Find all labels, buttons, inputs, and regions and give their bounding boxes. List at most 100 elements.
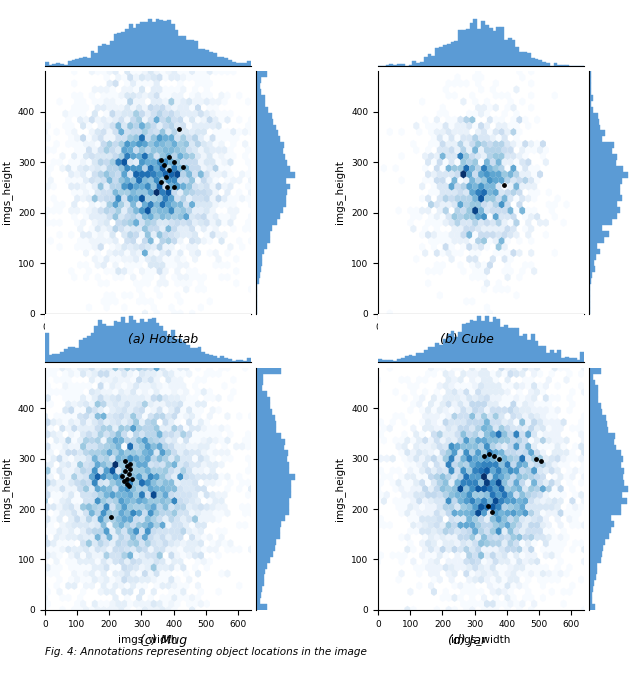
Point [106, 511, 116, 522]
Bar [589, 296, 590, 301]
Bar [144, 22, 148, 66]
Bar [256, 278, 259, 284]
Bar [125, 29, 129, 66]
Bar [256, 480, 291, 486]
Bar [209, 355, 213, 362]
Bar [256, 379, 263, 386]
Point [118, 476, 129, 487]
Bar [220, 356, 224, 362]
Bar [454, 337, 458, 362]
Bar [589, 456, 623, 462]
Bar [106, 325, 109, 362]
Point [124, 481, 134, 492]
Bar [239, 63, 243, 66]
Bar [589, 368, 601, 373]
Bar [589, 249, 600, 254]
Bar [256, 445, 284, 451]
Bar [412, 61, 416, 66]
Bar [589, 539, 605, 545]
Bar [228, 359, 232, 362]
Bar [256, 130, 278, 136]
Bar [546, 353, 550, 362]
Bar [148, 319, 152, 362]
Text: (a) Hotstab: (a) Hotstab [128, 333, 198, 345]
Bar [401, 358, 404, 362]
Bar [589, 260, 594, 266]
Bar [420, 353, 424, 362]
Bar [589, 308, 590, 314]
Bar [256, 415, 275, 421]
Bar [117, 322, 121, 362]
Bar [256, 296, 257, 301]
Bar [519, 52, 523, 66]
Bar [190, 347, 194, 362]
Bar [256, 427, 276, 433]
Bar [589, 503, 621, 510]
Bar [247, 358, 251, 362]
Bar [589, 184, 620, 190]
Bar [589, 71, 591, 77]
Bar [256, 468, 289, 474]
Bar [508, 38, 511, 66]
Bar [589, 254, 596, 260]
Bar [474, 321, 477, 362]
Bar [589, 379, 595, 386]
Point [117, 471, 127, 482]
Bar [458, 29, 462, 66]
Bar [159, 326, 163, 362]
Bar [256, 551, 273, 557]
Text: (c) Mug: (c) Mug [140, 634, 187, 647]
Bar [76, 59, 79, 66]
Bar [412, 356, 416, 362]
Point [479, 451, 490, 462]
Bar [256, 403, 270, 409]
Bar [589, 498, 627, 503]
Bar [589, 480, 624, 486]
Bar [477, 316, 481, 362]
Bar [182, 342, 186, 362]
Bar [256, 368, 282, 373]
Bar [129, 24, 132, 66]
Bar [504, 40, 508, 66]
Bar [481, 321, 485, 362]
Bar [416, 353, 420, 362]
Y-axis label: imgs_height: imgs_height [335, 160, 346, 225]
Bar [386, 360, 390, 362]
Bar [256, 266, 261, 272]
Bar [256, 586, 262, 593]
Bar [390, 64, 393, 66]
Bar [152, 319, 156, 362]
Point [156, 177, 166, 188]
Point [120, 466, 131, 477]
Bar [256, 562, 266, 569]
Bar [589, 569, 597, 575]
Bar [589, 386, 598, 391]
Bar [140, 319, 144, 362]
Bar [589, 551, 602, 557]
Point [483, 501, 493, 512]
Y-axis label: imgs_height: imgs_height [1, 160, 12, 225]
Point [156, 154, 166, 165]
Bar [256, 107, 268, 113]
Bar [256, 125, 276, 130]
Bar [68, 347, 72, 362]
Bar [56, 353, 60, 362]
Bar [256, 71, 268, 77]
Bar [256, 213, 280, 219]
Bar [202, 49, 205, 66]
Bar [72, 347, 76, 362]
Bar [136, 23, 140, 66]
Point [531, 453, 541, 464]
X-axis label: imgs_width: imgs_width [118, 634, 177, 645]
Point [127, 473, 137, 484]
Bar [589, 593, 593, 598]
Bar [106, 45, 109, 66]
Bar [175, 338, 179, 362]
Bar [589, 213, 617, 219]
Bar [589, 421, 607, 427]
Bar [565, 357, 569, 362]
Point [162, 182, 172, 193]
Bar [79, 58, 83, 66]
Bar [589, 219, 612, 225]
Bar [390, 360, 393, 362]
